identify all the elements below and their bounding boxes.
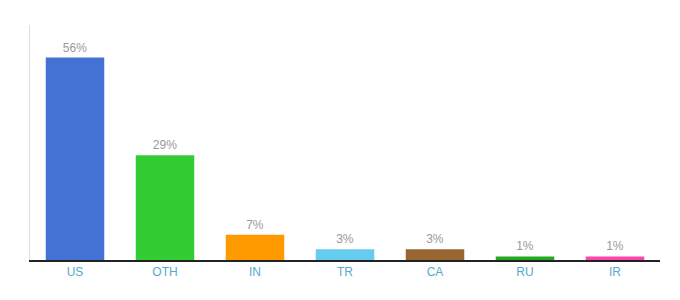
svg-text:CA: CA (427, 265, 444, 279)
svg-text:US: US (67, 265, 84, 279)
svg-text:3%: 3% (336, 232, 354, 246)
svg-text:56%: 56% (63, 41, 87, 55)
svg-text:TR: TR (337, 265, 353, 279)
svg-text:7%: 7% (246, 218, 264, 232)
svg-text:OTH: OTH (152, 265, 177, 279)
svg-text:IR: IR (609, 265, 621, 279)
svg-text:1%: 1% (606, 239, 624, 253)
svg-text:3%: 3% (426, 232, 444, 246)
svg-text:IN: IN (249, 265, 261, 279)
svg-text:1%: 1% (516, 239, 534, 253)
svg-text:29%: 29% (153, 138, 177, 152)
svg-text:RU: RU (516, 265, 533, 279)
